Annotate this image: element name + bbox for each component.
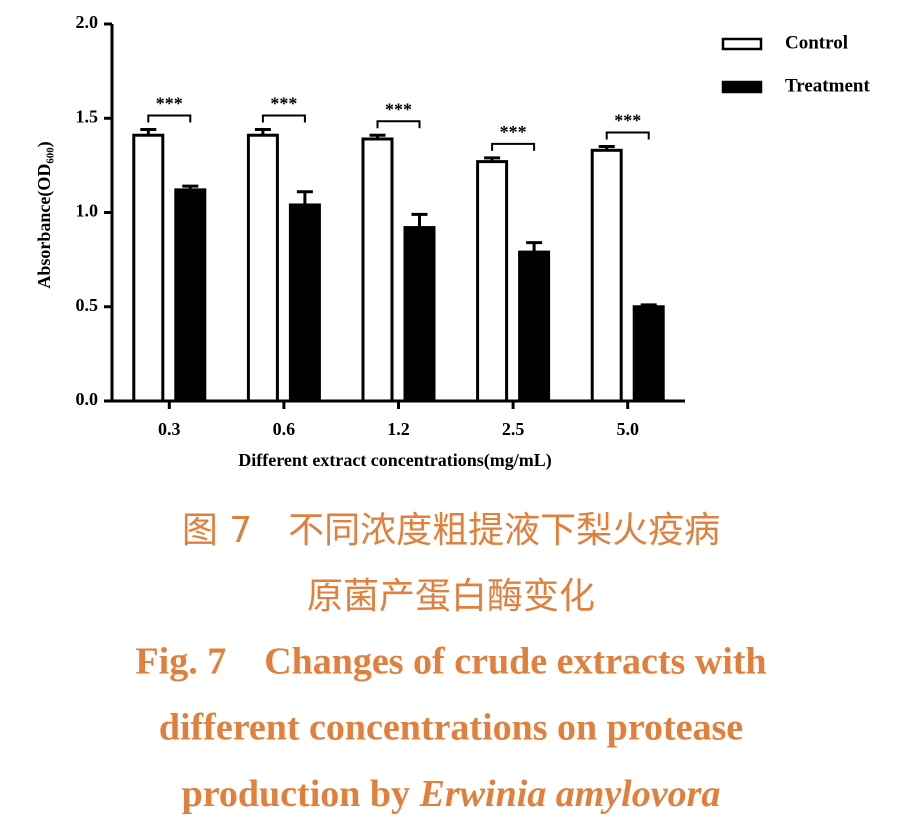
caption-cn: 图 7 不同浓度粗提液下梨火疫病 <box>182 510 720 551</box>
x-tick-label: 2.5 <box>502 419 525 439</box>
caption-en: Fig. 7 Changes of crude extracts with <box>135 641 766 683</box>
bar <box>288 203 321 403</box>
x-axis-label: Different extract concentrations(mg/mL) <box>238 450 552 471</box>
significance-label: *** <box>156 94 183 114</box>
bar <box>476 160 509 403</box>
y-tick-label: 2.0 <box>76 12 99 32</box>
significance-label: *** <box>270 94 297 114</box>
bar <box>590 148 623 403</box>
y-tick-label: 1.0 <box>76 201 99 221</box>
significance-bracket <box>147 114 192 123</box>
bar <box>174 188 207 403</box>
caption-en: production by Erwinia amylovora <box>182 773 721 815</box>
legend-label: Control <box>785 32 848 53</box>
bar <box>518 250 551 403</box>
x-tick-label: 1.2 <box>387 419 410 439</box>
y-axis-label: Absorbance(OD₆₀₀) <box>34 141 55 288</box>
bar <box>132 133 165 403</box>
bar <box>632 305 665 403</box>
caption-species: Erwinia amylovora <box>419 773 721 815</box>
significance-bracket <box>376 120 421 129</box>
x-tick-label: 0.3 <box>158 419 181 439</box>
significance-label: *** <box>500 122 527 142</box>
legend-label: Treatment <box>785 75 870 96</box>
significance-label: *** <box>385 99 412 119</box>
caption-en: different concentrations on protease <box>159 707 743 749</box>
caption-en: production by <box>182 773 410 815</box>
caption-cn: 原菌产蛋白酶变化 <box>307 576 595 617</box>
legend-swatch <box>721 37 763 51</box>
significance-bracket <box>261 114 306 123</box>
bar <box>403 226 436 403</box>
bar <box>246 133 279 403</box>
x-tick-label: 0.6 <box>273 419 296 439</box>
significance-bracket <box>605 131 650 140</box>
y-tick-label: 1.5 <box>76 106 99 126</box>
significance-bracket <box>491 142 536 151</box>
bar <box>361 137 394 403</box>
x-tick-label: 5.0 <box>616 419 639 439</box>
significance-label: *** <box>614 111 641 131</box>
y-tick-label: 0.0 <box>76 389 99 409</box>
y-tick-label: 0.5 <box>76 295 99 315</box>
legend-swatch <box>721 80 763 94</box>
